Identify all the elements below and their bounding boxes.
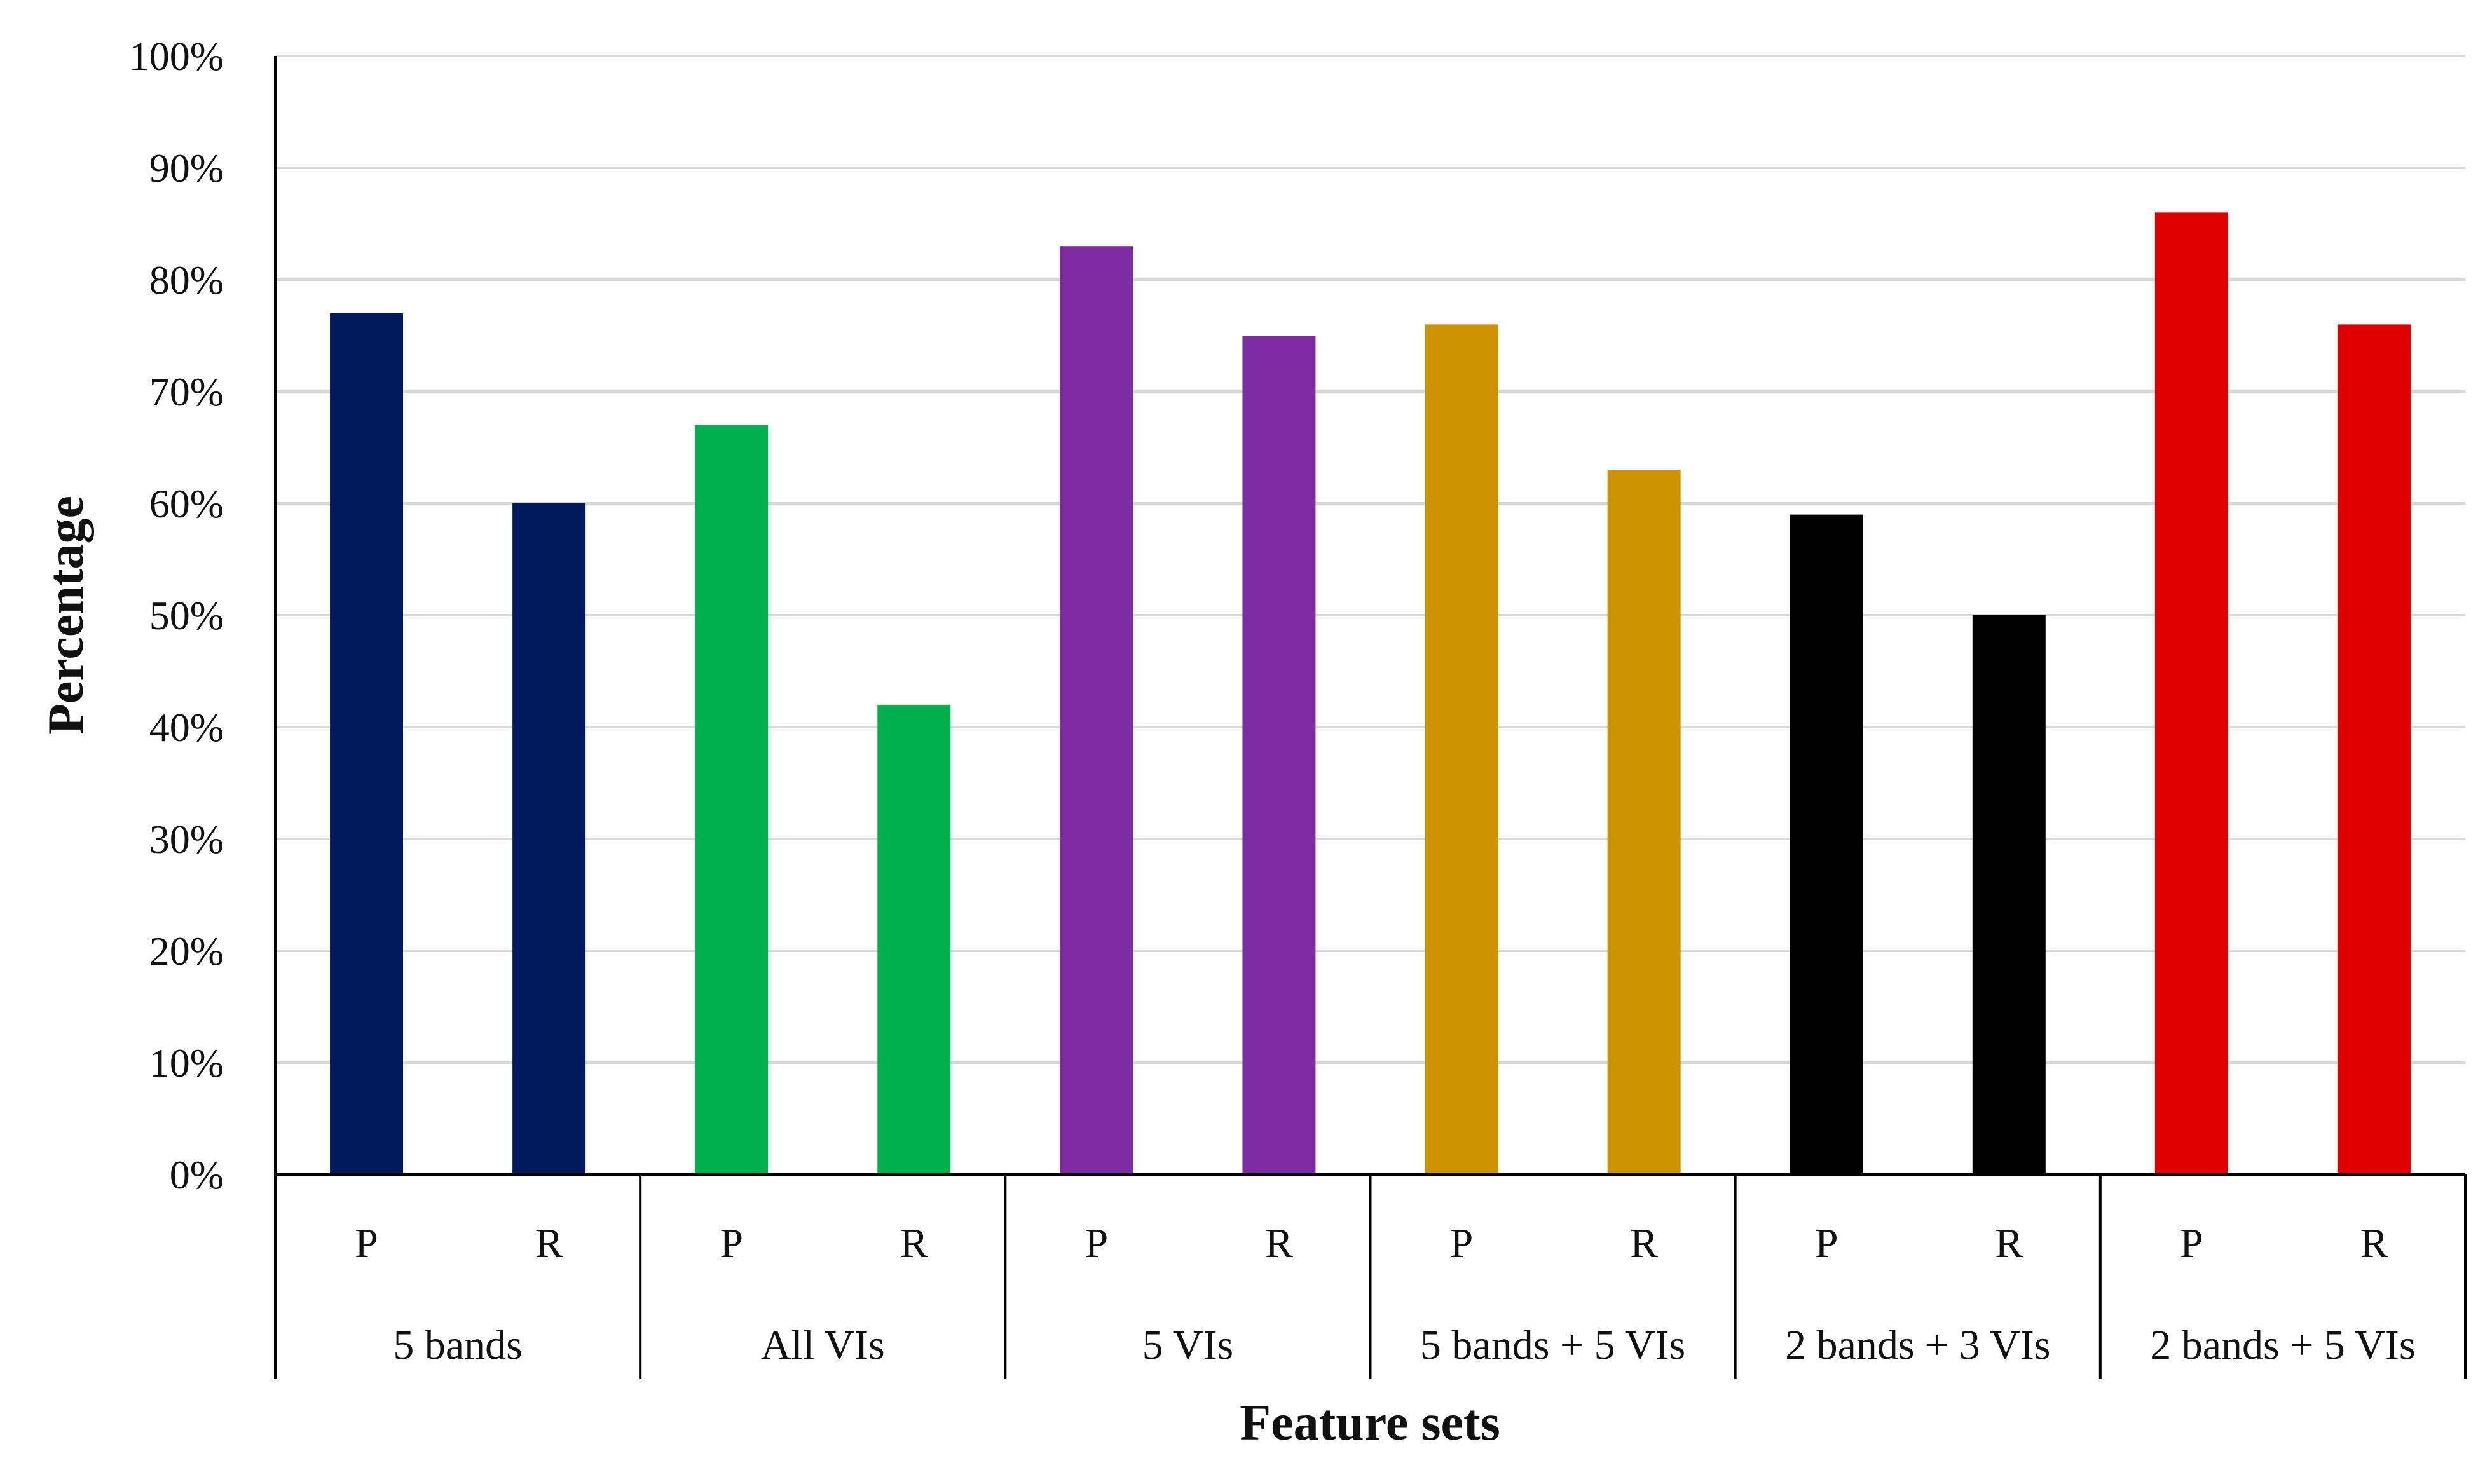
x-group-label: 5 VIs (1142, 1322, 1234, 1368)
x-category-label: P (1450, 1220, 1474, 1267)
bar (1242, 336, 1316, 1174)
bar (2337, 324, 2411, 1174)
bar (330, 313, 404, 1174)
y-tick-label: 100% (129, 34, 224, 79)
y-tick-label: 50% (149, 593, 224, 638)
x-group-label: 5 bands (393, 1322, 522, 1368)
x-category-label: R (2360, 1220, 2388, 1267)
x-category-label: P (1815, 1220, 1838, 1267)
x-category-label: P (1085, 1220, 1109, 1267)
y-tick-label: 80% (149, 257, 224, 303)
x-category-label: P (355, 1220, 378, 1267)
x-category-label: R (535, 1220, 563, 1267)
gridlines (275, 55, 2465, 1064)
y-tick-label: 30% (149, 817, 224, 862)
x-category-label: R (900, 1220, 928, 1267)
bars (330, 212, 2411, 1175)
bar (2154, 212, 2228, 1174)
y-tick-label: 60% (149, 481, 224, 526)
x-group-label: All VIs (761, 1322, 885, 1368)
y-tick-label: 20% (149, 929, 224, 974)
bar (695, 425, 769, 1174)
axes (274, 56, 2467, 1379)
x-category-label: P (720, 1220, 743, 1267)
x-group-label: 2 bands + 5 VIs (2150, 1322, 2415, 1368)
bar (1425, 324, 1498, 1174)
bar (1972, 615, 2046, 1174)
y-tick-label: 0% (170, 1152, 224, 1197)
bar (1607, 470, 1681, 1175)
y-tick-label: 40% (149, 705, 224, 750)
labels: 0% 10% 20% 30% 40% 50% 60% 70% 80% 90% 100% P R 5 ban… (129, 34, 2416, 1368)
bar (1060, 246, 1133, 1175)
y-axis-title: Percentage (38, 496, 94, 735)
y-tick-label: 10% (149, 1040, 224, 1086)
y-tick-label: 90% (149, 146, 224, 191)
x-axis-title: Feature sets (1240, 1395, 1500, 1451)
x-category-label: R (1630, 1220, 1658, 1267)
bar (877, 704, 951, 1174)
x-category-label: P (2180, 1220, 2203, 1267)
x-group-label: 2 bands + 3 VIs (1785, 1322, 2050, 1368)
x-group-label: 5 bands + 5 VIs (1420, 1322, 1685, 1368)
bar (1790, 514, 1863, 1174)
y-tick-label: 70% (149, 369, 224, 414)
bar (512, 503, 586, 1174)
x-category-label: R (1265, 1220, 1293, 1267)
x-category-label: R (1995, 1220, 2023, 1267)
